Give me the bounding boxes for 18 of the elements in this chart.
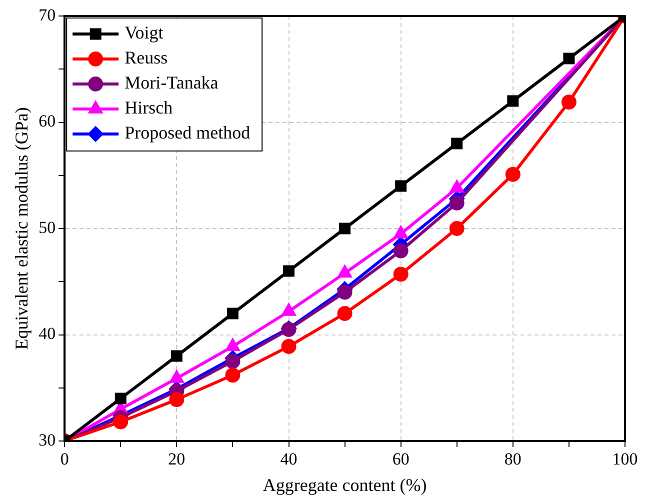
y-tick-label: 60 <box>38 112 56 131</box>
legend-label: Proposed method <box>124 122 250 143</box>
legend-label: Voigt <box>124 22 164 43</box>
x-tick-label: 80 <box>504 450 522 469</box>
legend-label: Hirsch <box>124 98 173 118</box>
x-tick-label: 20 <box>168 450 186 469</box>
x-axis-title: Aggregate content (%) <box>262 474 427 495</box>
x-tick-label: 100 <box>612 450 638 469</box>
y-tick-label: 30 <box>38 430 56 450</box>
y-tick-label: 50 <box>38 218 56 237</box>
y-axis-title: Equivalent elastic modulus (GPa) <box>12 107 32 350</box>
x-tick-label: 0 <box>60 450 69 469</box>
y-tick-label: 70 <box>38 5 56 24</box>
x-tick-label: 60 <box>392 450 410 469</box>
x-tick-label: 40 <box>280 450 298 469</box>
legend-label: Mori-Tanaka <box>124 72 218 93</box>
legend-label: Reuss <box>124 48 168 68</box>
y-tick-label: 40 <box>38 324 56 344</box>
